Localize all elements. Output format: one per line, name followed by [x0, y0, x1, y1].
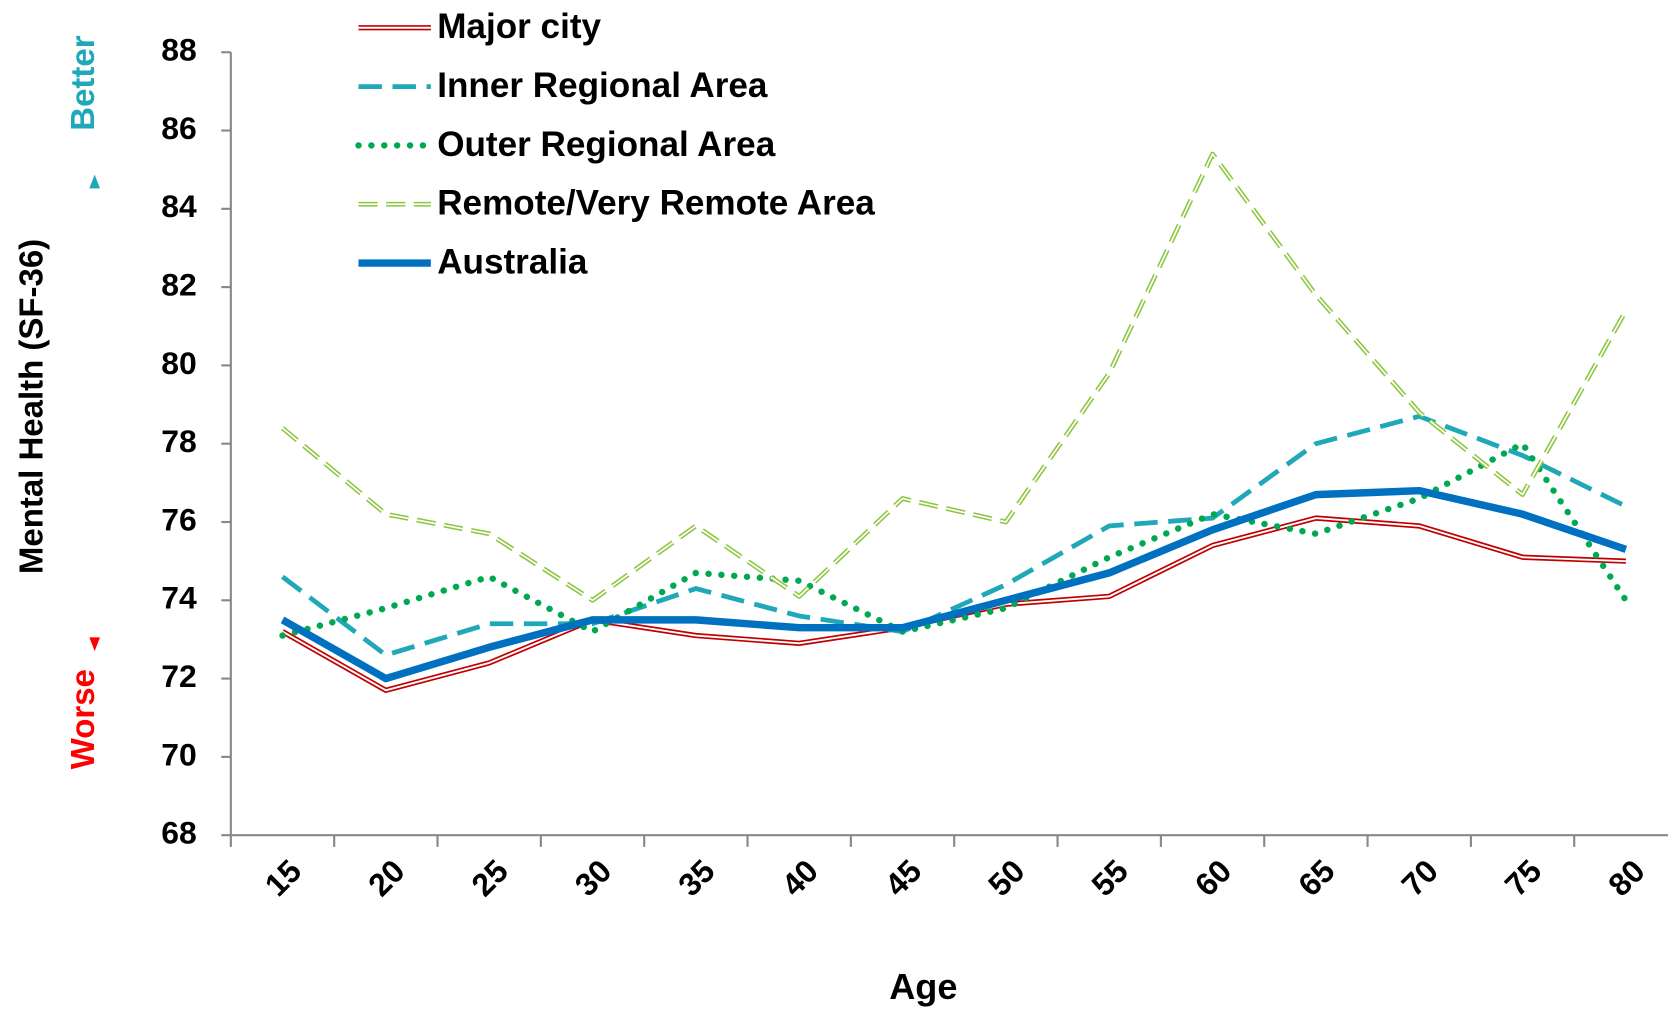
x-tick-label: 45: [878, 853, 929, 904]
x-tick-label: 75: [1498, 853, 1549, 904]
legend-label: Australia: [437, 242, 588, 281]
legend-label: Outer Regional Area: [437, 125, 775, 164]
legend-label: Inner Regional Area: [437, 66, 768, 105]
y-tick-label: 68: [161, 815, 197, 851]
y-tick-label: 82: [161, 267, 197, 303]
y-tick-label: 84: [161, 188, 197, 224]
annotation-worse: Worse: [64, 669, 101, 769]
y-axis-label: Mental Health (SF-36): [13, 239, 50, 574]
y-tick-label: 86: [161, 110, 197, 146]
y-tick-label: 70: [161, 736, 197, 772]
y-tick-label: 88: [161, 32, 197, 68]
legend-label: Major city: [437, 7, 601, 46]
series-line: [281, 413, 1627, 658]
arrow-head: [89, 637, 100, 652]
annotation-better: Better: [64, 35, 101, 130]
series-line-inner: [282, 517, 1626, 692]
x-tick-label: 30: [568, 853, 619, 904]
series-line: [280, 486, 1628, 683]
x-tick-label: 55: [1084, 853, 1135, 904]
y-tick-label: 80: [161, 345, 197, 381]
x-tick-label: 65: [1291, 853, 1342, 904]
x-tick-label: 40: [774, 853, 825, 904]
x-axis-label: Age: [889, 966, 957, 1007]
x-tick-label: 25: [464, 853, 515, 904]
x-tick-label: 80: [1601, 853, 1652, 904]
x-tick-label: 70: [1394, 853, 1445, 904]
y-tick-label: 72: [161, 658, 197, 694]
arrow-head: [89, 174, 100, 189]
y-tick-label: 74: [161, 580, 197, 616]
y-tick-label: 78: [161, 423, 197, 459]
series-line: [279, 440, 1630, 639]
x-tick-label: 35: [671, 853, 722, 904]
legend-label: Remote/Very Remote Area: [437, 184, 875, 223]
x-tick-label: 20: [361, 853, 412, 904]
x-tick-label: 60: [1188, 853, 1239, 904]
y-tick-label: 76: [161, 501, 197, 537]
x-tick-label: 50: [981, 853, 1032, 904]
x-tick-label: 15: [258, 853, 309, 904]
series-line-inner: [281, 153, 1627, 602]
